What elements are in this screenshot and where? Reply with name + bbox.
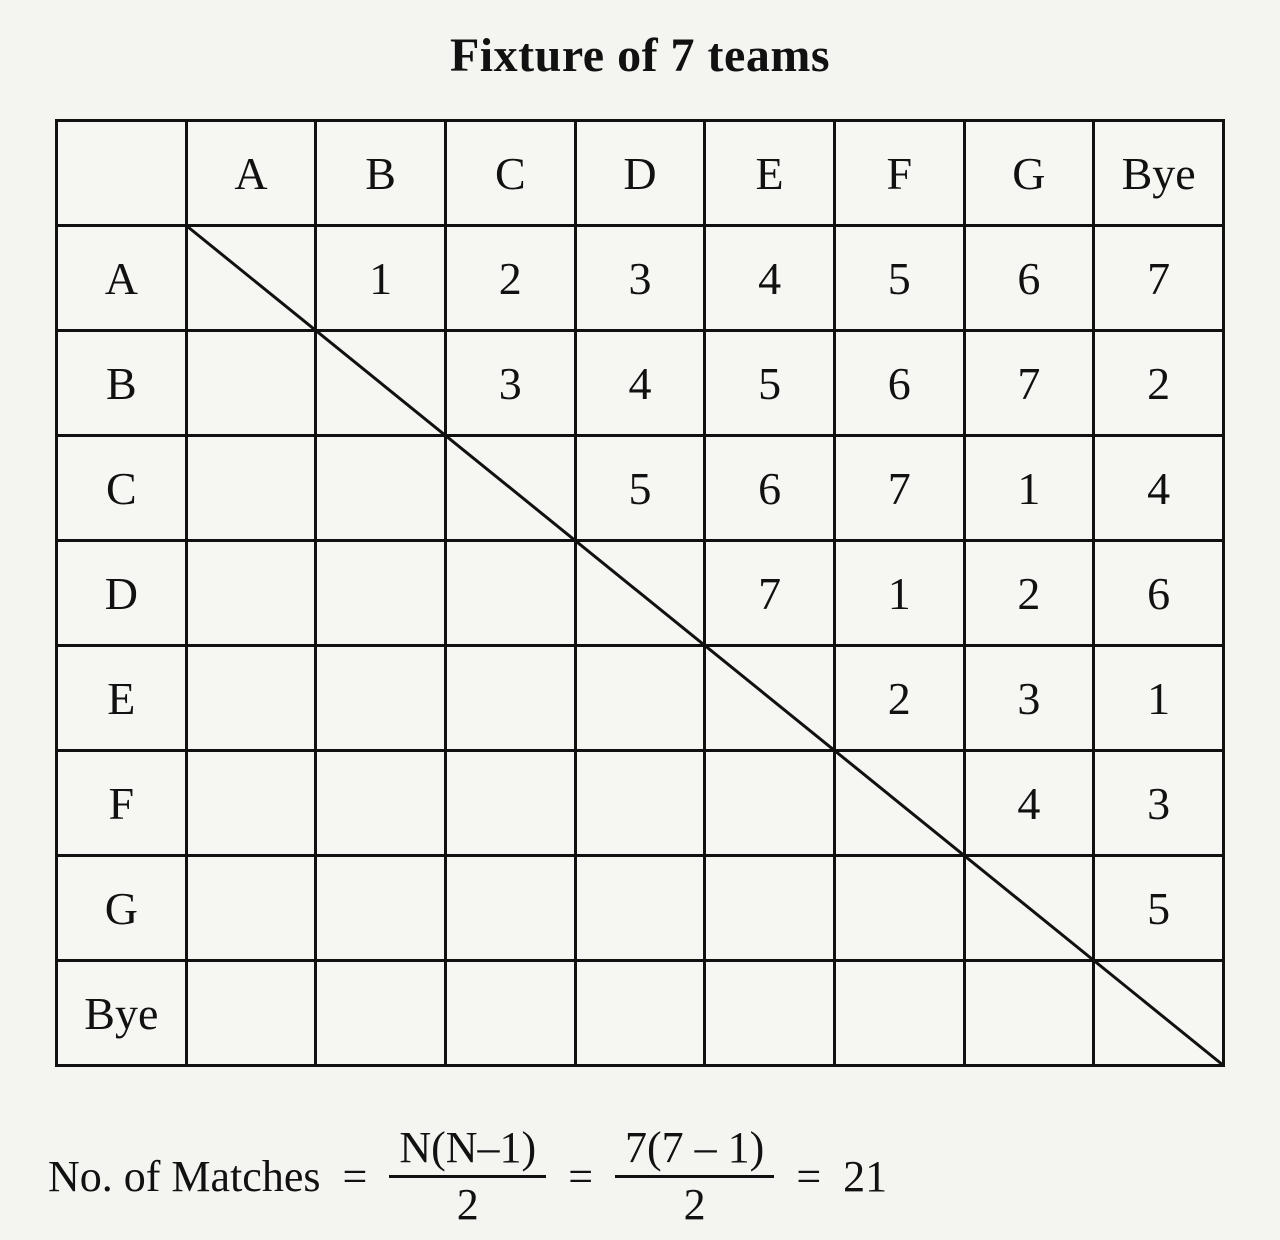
row-header: F [57, 751, 187, 856]
row-header: A [57, 226, 187, 331]
equals-sign-3: = [796, 1151, 821, 1202]
table-cell [834, 751, 964, 856]
table-cell: 7 [834, 436, 964, 541]
row-header: G [57, 856, 187, 961]
table-cell [445, 856, 575, 961]
table-cell [316, 436, 446, 541]
formula-label: No. of Matches [48, 1151, 321, 1202]
equals-sign-1: = [343, 1151, 368, 1202]
table-cell [316, 961, 446, 1066]
table-cell: 2 [445, 226, 575, 331]
fraction-1-bar [389, 1175, 546, 1178]
row-header: C [57, 436, 187, 541]
table-cell: 2 [1094, 331, 1224, 436]
fraction-1-denominator: 2 [447, 1180, 489, 1230]
table-cell [316, 856, 446, 961]
table-cell: 6 [834, 331, 964, 436]
table-cell: 3 [1094, 751, 1224, 856]
table-cell [575, 961, 705, 1066]
table-cell [186, 226, 316, 331]
table-cell [575, 856, 705, 961]
table-cell [575, 751, 705, 856]
corner-cell [57, 121, 187, 226]
col-header: C [445, 121, 575, 226]
table-cell [964, 961, 1094, 1066]
table-cell: 4 [705, 226, 835, 331]
table-cell: 5 [575, 436, 705, 541]
formula-result: 21 [843, 1151, 887, 1202]
table-cell [834, 961, 964, 1066]
table-cell [316, 331, 446, 436]
table-cell [186, 436, 316, 541]
col-header: A [186, 121, 316, 226]
col-header: D [575, 121, 705, 226]
row-header: D [57, 541, 187, 646]
fraction-2-denominator: 2 [674, 1180, 716, 1230]
fixture-table: ABCDEFGByeA1234567B345672C56714D7126E231… [55, 119, 1225, 1067]
table-cell [834, 856, 964, 961]
fixture-table-wrap: ABCDEFGByeA1234567B345672C56714D7126E231… [55, 119, 1225, 1067]
table-cell: 5 [705, 331, 835, 436]
fraction-1: N(N–1) 2 [389, 1123, 546, 1230]
table-cell: 1 [1094, 646, 1224, 751]
table-cell [705, 856, 835, 961]
table-cell: 3 [964, 646, 1094, 751]
table-cell: 5 [1094, 856, 1224, 961]
table-cell [445, 541, 575, 646]
table-cell [186, 961, 316, 1066]
formula-row: No. of Matches = N(N–1) 2 = 7(7 – 1) 2 =… [40, 1123, 1240, 1230]
table-cell [316, 751, 446, 856]
col-header: E [705, 121, 835, 226]
table-cell: 1 [964, 436, 1094, 541]
page-title: Fixture of 7 teams [40, 28, 1240, 83]
table-cell: 3 [445, 331, 575, 436]
col-header: B [316, 121, 446, 226]
fraction-1-numerator: N(N–1) [389, 1123, 546, 1173]
table-cell: 1 [834, 541, 964, 646]
table-cell [705, 646, 835, 751]
table-cell: 4 [964, 751, 1094, 856]
page: Fixture of 7 teams ABCDEFGByeA1234567B34… [0, 0, 1280, 1240]
table-cell [186, 541, 316, 646]
table-cell [705, 751, 835, 856]
fraction-2: 7(7 – 1) 2 [615, 1123, 774, 1230]
table-cell: 2 [834, 646, 964, 751]
equals-sign-2: = [568, 1151, 593, 1202]
table-cell [186, 331, 316, 436]
table-cell [1094, 961, 1224, 1066]
table-cell [705, 961, 835, 1066]
table-cell: 4 [1094, 436, 1224, 541]
table-cell: 6 [964, 226, 1094, 331]
table-cell: 6 [1094, 541, 1224, 646]
table-cell [186, 751, 316, 856]
row-header: Bye [57, 961, 187, 1066]
table-cell [186, 856, 316, 961]
table-cell: 4 [575, 331, 705, 436]
table-cell: 7 [705, 541, 835, 646]
row-header: E [57, 646, 187, 751]
table-cell: 2 [964, 541, 1094, 646]
table-cell [186, 646, 316, 751]
table-cell: 1 [316, 226, 446, 331]
table-cell [575, 541, 705, 646]
fraction-2-numerator: 7(7 – 1) [615, 1123, 774, 1173]
table-cell: 6 [705, 436, 835, 541]
table-cell [316, 646, 446, 751]
table-cell [445, 961, 575, 1066]
table-cell [445, 751, 575, 856]
table-cell: 5 [834, 226, 964, 331]
table-cell: 7 [1094, 226, 1224, 331]
table-cell: 3 [575, 226, 705, 331]
col-header: G [964, 121, 1094, 226]
fraction-2-bar [615, 1175, 774, 1178]
table-cell [575, 646, 705, 751]
table-cell [316, 541, 446, 646]
col-header: F [834, 121, 964, 226]
col-header: Bye [1094, 121, 1224, 226]
table-cell: 7 [964, 331, 1094, 436]
table-cell [445, 436, 575, 541]
table-cell [964, 856, 1094, 961]
row-header: B [57, 331, 187, 436]
table-cell [445, 646, 575, 751]
